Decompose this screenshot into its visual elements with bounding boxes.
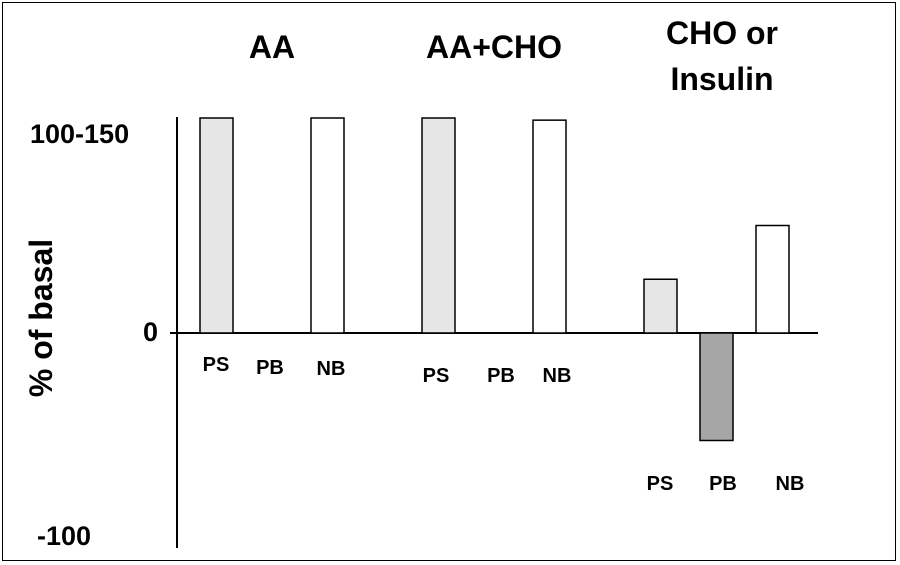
bar-nb [310,117,345,334]
category-label: PS [203,354,230,376]
category-label: PB [709,473,737,495]
y-axis-label: % of basal [23,239,59,397]
bar-ps [421,117,456,334]
category-label: PS [647,473,674,495]
group-title: AA [249,29,295,65]
bar-ps [199,117,234,334]
category-label: NB [776,473,805,495]
category-label: PB [487,365,515,387]
category-label: PS [423,365,450,387]
bar-pb [699,332,734,442]
bar-nb [755,224,790,334]
group-title: Insulin [670,61,773,97]
y-tick-label: 0 [143,317,158,347]
bar-ps [643,278,678,334]
bar-nb [532,119,567,334]
group-title: CHO or [666,15,778,51]
category-label: NB [317,358,346,380]
category-label: NB [543,365,572,387]
y-tick-label: 100-150 [30,119,129,149]
category-label: PB [256,357,284,379]
group-title: AA+CHO [426,29,562,65]
y-tick-label: -100 [37,521,91,551]
